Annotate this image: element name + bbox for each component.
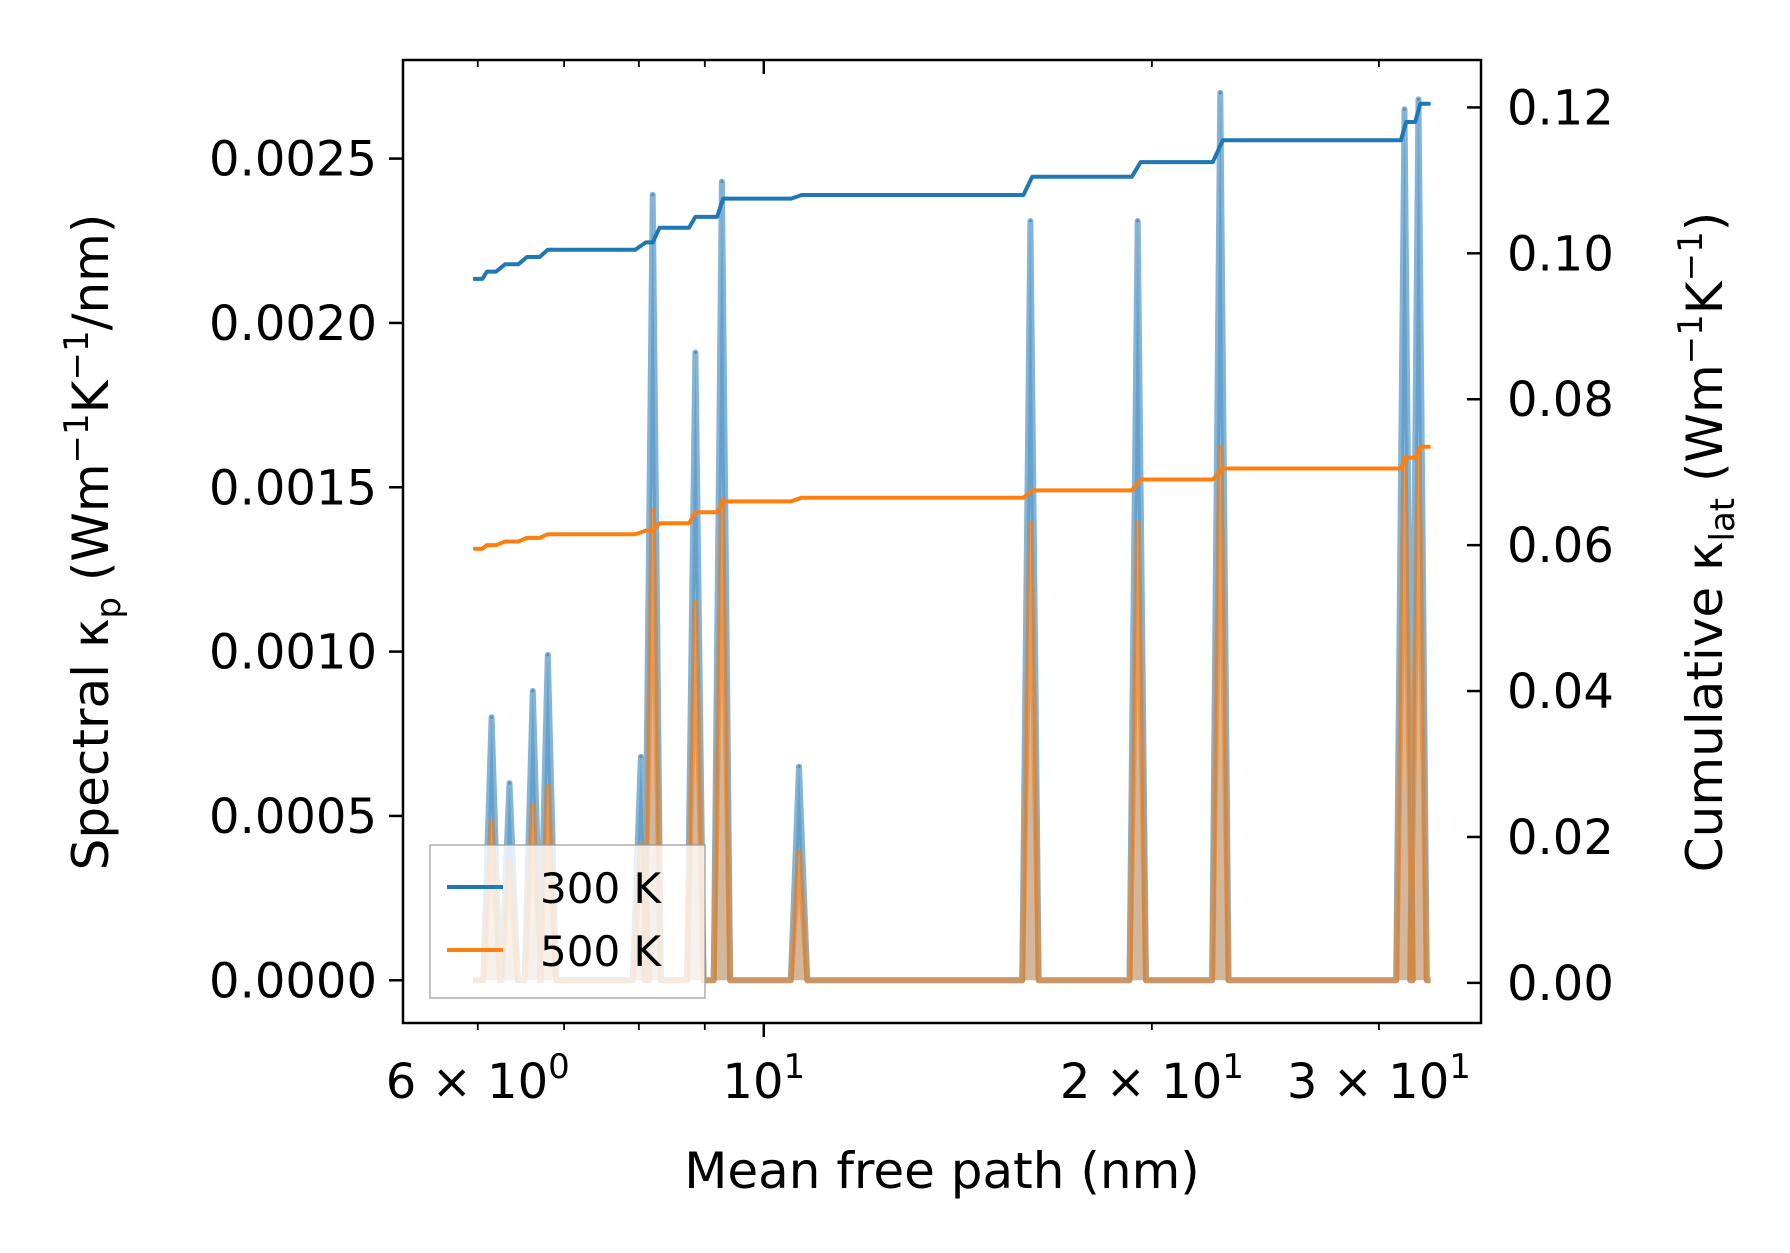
y-tick-label-right: 0.02: [1507, 810, 1614, 866]
x-tick-label: 3 × 101: [1287, 1047, 1471, 1110]
spectral-peak-point: [1417, 97, 1420, 101]
y-tick-label-left: 0.0015: [209, 460, 377, 516]
spectral-peak-point: [693, 600, 697, 604]
x-tick-label: 2 × 101: [1060, 1047, 1244, 1110]
y-tick-label-left: 0.0005: [209, 789, 377, 845]
spectral-peak-point: [1136, 521, 1140, 525]
y-tick-label-right: 0.12: [1507, 80, 1614, 136]
spectral-peak-point: [1218, 446, 1222, 450]
x-axis-label: Mean free path (nm): [684, 1142, 1200, 1200]
y-tick-label-right: 0.10: [1507, 226, 1614, 282]
spectral-peak-point: [531, 804, 535, 808]
spectral-peak-point: [651, 508, 655, 512]
spectral-peak-point: [1403, 107, 1406, 111]
spectral-peak-point: [651, 193, 655, 197]
plot-frame: [401, 58, 1483, 1025]
spectral-peak-point: [1136, 219, 1140, 223]
y-tick-label-left: 0.0025: [209, 132, 377, 188]
y-tick-label-left: 0.0010: [209, 625, 377, 681]
spectral-peak-point: [1028, 219, 1032, 223]
x-tick-label: 6 × 100: [386, 1047, 570, 1110]
legend-label-500k: 500 K: [540, 927, 663, 976]
spectral-peak-point: [797, 765, 801, 769]
y-tick-label-left: 0.0000: [209, 953, 377, 1009]
spectral-peak-point: [490, 715, 494, 719]
spectral-peak-point: [639, 755, 643, 759]
y-axis-label-left: Spectral κp (Wm−1K−1/nm): [57, 214, 129, 871]
spectral-peak-point: [490, 821, 494, 824]
y-tick-label-right: 0.08: [1507, 372, 1614, 428]
y-tick-label-right: 0.06: [1507, 518, 1614, 574]
spectral-peak-point: [508, 781, 511, 785]
tick-layer: 0.0000 0.0005 0.0010 0.0015 0.0020 0.0025 0.00…: [209, 60, 1614, 1110]
spectral-peak-point: [531, 689, 535, 693]
spectral-peak-point: [546, 784, 550, 788]
x-tick-label: 101: [722, 1047, 805, 1110]
cumulative-line-500k: [473, 444, 1431, 551]
spectral-peak-point: [1028, 521, 1032, 525]
legend-label-300k: 300 K: [540, 864, 663, 913]
cumulative-layer: [473, 101, 1431, 551]
y-tick-label-right: 0.04: [1507, 664, 1614, 720]
legend-box: [429, 844, 706, 999]
y-tick-label-right: 0.00: [1507, 956, 1614, 1012]
spectral-peak-point: [693, 351, 697, 354]
spectral-peak-point: [720, 180, 724, 184]
cumulative-line-300k: [473, 101, 1431, 281]
spectral-peak-point: [797, 850, 801, 854]
spectral-peak-point: [546, 653, 550, 657]
spectral-peak-point: [1218, 91, 1222, 95]
y-axis-label-right: Cumulative κlat (Wm−1K−1): [1671, 212, 1743, 872]
legend: 300 K 500 K: [429, 844, 706, 999]
y-tick-label-left: 0.0020: [209, 296, 377, 352]
